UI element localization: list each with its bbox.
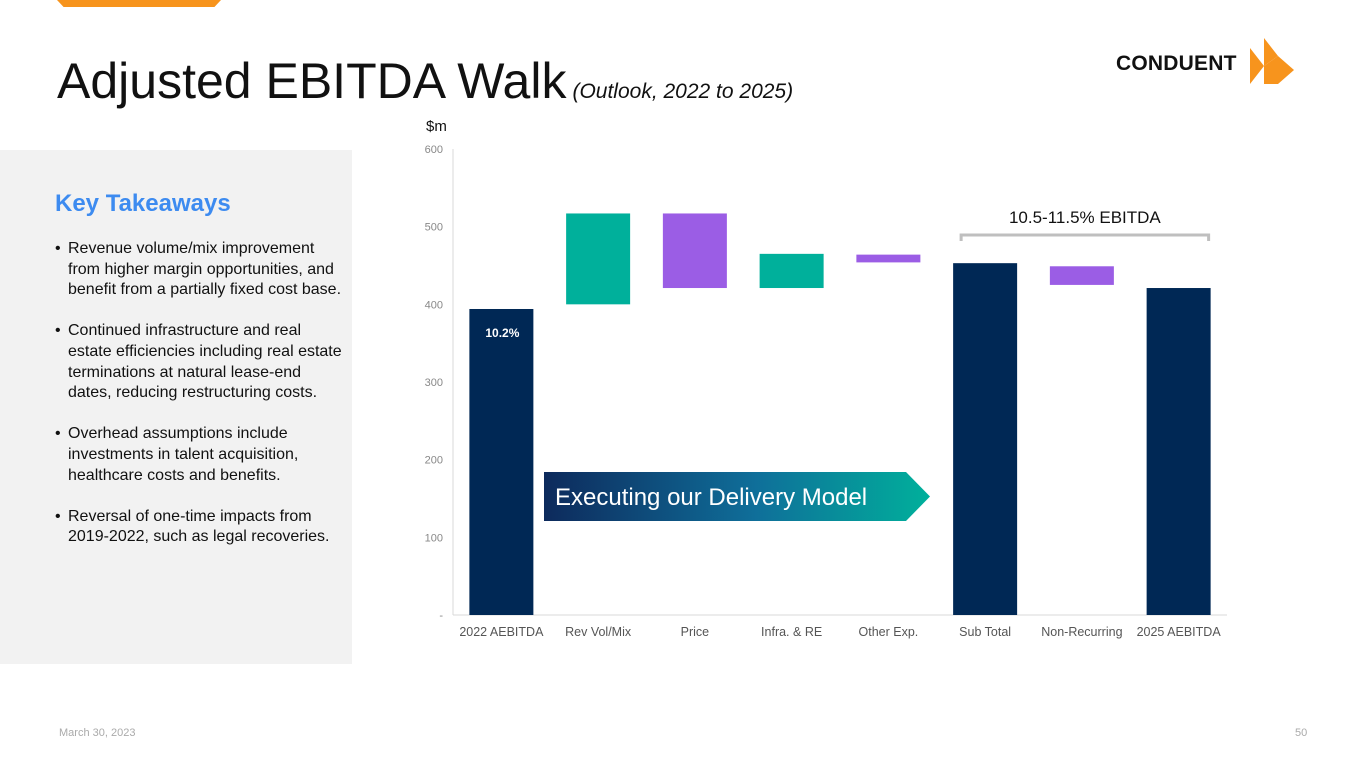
takeaways-list: Revenue volume/mix improvement from high…: [55, 239, 345, 569]
page-title: Adjusted EBITDA Walk (Outlook, 2022 to 20…: [57, 52, 793, 110]
takeaway-bullet: Overhead assumptions include investments…: [55, 424, 345, 486]
conduent-mark-icon: [1250, 38, 1294, 84]
y-axis-label: $m: [426, 118, 447, 135]
bar-data-label: 10.2%: [485, 326, 519, 340]
x-tick-label: Other Exp.: [859, 625, 919, 639]
footer-date: March 30, 2023: [59, 727, 136, 739]
annotation-label: 10.5-11.5% EBITDA: [1009, 208, 1161, 227]
annotation-bracket: [959, 233, 1211, 241]
top-accent-bar: [57, 0, 221, 7]
banner-arrow-shape: [544, 472, 930, 521]
key-takeaways-panel: Key Takeaways Revenue volume/mix improve…: [0, 150, 352, 664]
bar-non-recurring: [1049, 266, 1114, 285]
bar-2025-aebitda: [1146, 288, 1211, 615]
page-subtitle: (Outlook, 2022 to 2025): [572, 80, 794, 103]
x-tick-label: 2025 AEBITDA: [1137, 625, 1222, 639]
x-tick-label: 2022 AEBITDA: [459, 625, 544, 639]
takeaway-bullet: Reversal of one-time impacts from 2019-2…: [55, 507, 345, 548]
bar-sub-total: [953, 263, 1018, 615]
bar-other-exp: [856, 254, 921, 263]
y-tick-label: 500: [425, 222, 443, 234]
key-takeaways-heading: Key Takeaways: [55, 190, 231, 217]
y-tick-label: 600: [425, 144, 443, 156]
y-tick-label: -: [439, 610, 443, 622]
bar-infra-re: [759, 253, 824, 289]
title-text: Adjusted EBITDA Walk: [57, 53, 567, 109]
logo-text: CONDUENT: [1116, 52, 1237, 75]
conduent-logo: CONDUENT: [1116, 38, 1296, 86]
bar-2022-aebitda: [469, 308, 534, 615]
banner-text: Executing our Delivery Model: [555, 484, 868, 511]
takeaway-bullet: Revenue volume/mix improvement from high…: [55, 239, 345, 301]
y-tick-label: 200: [425, 455, 443, 467]
x-tick-label: Non-Recurring: [1041, 625, 1122, 639]
x-tick-label: Price: [681, 625, 710, 639]
bar-price: [662, 213, 727, 289]
takeaway-bullet: Continued infrastructure and real estate…: [55, 321, 345, 403]
y-tick-label: 300: [425, 377, 443, 389]
x-tick-label: Sub Total: [959, 625, 1011, 639]
x-tick-label: Infra. & RE: [761, 625, 822, 639]
y-tick-label: 400: [425, 299, 443, 311]
bar-rev-vol-mix: [566, 213, 631, 305]
x-tick-label: Rev Vol/Mix: [565, 625, 632, 639]
delivery-model-banner: Executing our Delivery Model: [544, 472, 930, 521]
page-number: 50: [1295, 727, 1308, 739]
y-tick-label: 100: [425, 532, 443, 544]
